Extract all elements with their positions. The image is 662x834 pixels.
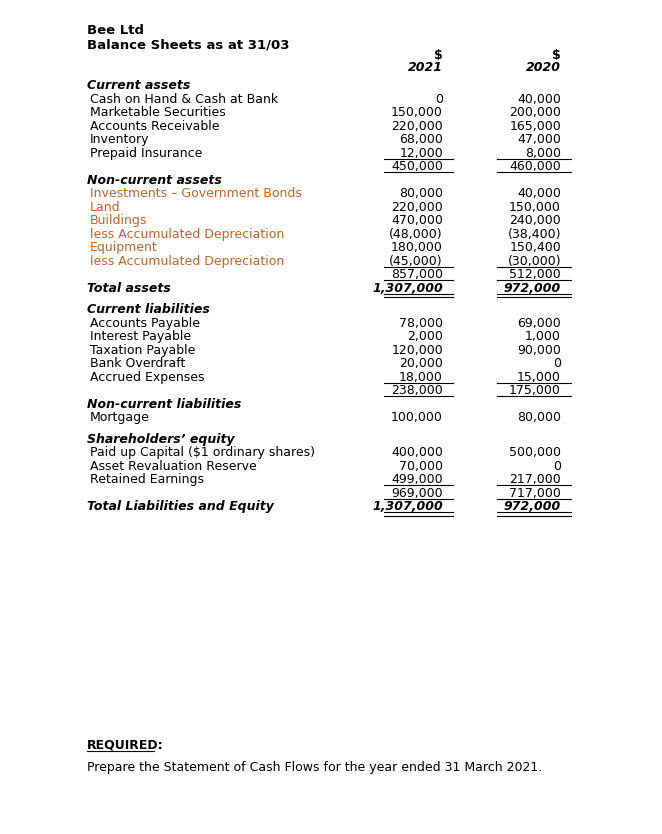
Text: 460,000: 460,000 (509, 160, 561, 173)
Text: Land: Land (89, 200, 120, 214)
Text: Non-current liabilities: Non-current liabilities (87, 398, 241, 410)
Text: 15,000: 15,000 (517, 370, 561, 384)
Text: Buildings: Buildings (89, 214, 147, 227)
Text: 500,000: 500,000 (509, 446, 561, 459)
Text: 220,000: 220,000 (391, 200, 443, 214)
Text: less Accumulated Depreciation: less Accumulated Depreciation (89, 254, 284, 268)
Text: 40,000: 40,000 (517, 93, 561, 105)
Text: Total assets: Total assets (87, 282, 171, 294)
Text: Balance Sheets as at 31/03: Balance Sheets as at 31/03 (87, 38, 289, 51)
Text: 512,000: 512,000 (509, 268, 561, 281)
Text: 969,000: 969,000 (391, 486, 443, 500)
Text: Bee Ltd: Bee Ltd (87, 24, 144, 37)
Text: 450,000: 450,000 (391, 160, 443, 173)
Text: 200,000: 200,000 (509, 106, 561, 119)
Text: Accounts Payable: Accounts Payable (89, 316, 199, 329)
Text: 972,000: 972,000 (504, 282, 561, 294)
Text: (30,000): (30,000) (507, 254, 561, 268)
Text: 80,000: 80,000 (517, 411, 561, 424)
Text: Accrued Expenses: Accrued Expenses (89, 370, 204, 384)
Text: 2020: 2020 (526, 61, 561, 74)
Text: 2021: 2021 (408, 61, 443, 74)
Text: Asset Revaluation Reserve: Asset Revaluation Reserve (89, 460, 256, 473)
Text: Equipment: Equipment (89, 241, 158, 254)
Text: Bank Overdraft: Bank Overdraft (89, 357, 185, 370)
Text: Prepare the Statement of Cash Flows for the year ended 31 March 2021.: Prepare the Statement of Cash Flows for … (87, 761, 542, 774)
Text: 68,000: 68,000 (399, 133, 443, 146)
Text: $: $ (552, 49, 561, 62)
Text: 2,000: 2,000 (407, 330, 443, 343)
Text: 100,000: 100,000 (391, 411, 443, 424)
Text: 470,000: 470,000 (391, 214, 443, 227)
Text: Current liabilities: Current liabilities (87, 303, 209, 316)
Text: 1,307,000: 1,307,000 (372, 282, 443, 294)
Text: 717,000: 717,000 (509, 486, 561, 500)
Text: 0: 0 (553, 460, 561, 473)
Text: 238,000: 238,000 (391, 384, 443, 397)
Text: Current assets: Current assets (87, 79, 190, 92)
Text: 80,000: 80,000 (399, 187, 443, 200)
Text: REQUIRED:: REQUIRED: (87, 739, 164, 752)
Text: Shareholders’ equity: Shareholders’ equity (87, 433, 234, 445)
Text: Non-current assets: Non-current assets (87, 173, 222, 187)
Text: (38,400): (38,400) (508, 228, 561, 240)
Text: 165,000: 165,000 (509, 119, 561, 133)
Text: 47,000: 47,000 (517, 133, 561, 146)
Text: Prepaid Insurance: Prepaid Insurance (89, 147, 202, 159)
Text: Taxation Payable: Taxation Payable (89, 344, 195, 356)
Text: 20,000: 20,000 (399, 357, 443, 370)
Text: 240,000: 240,000 (509, 214, 561, 227)
Text: 0: 0 (553, 357, 561, 370)
Text: 857,000: 857,000 (391, 268, 443, 281)
Text: less Accumulated Depreciation: less Accumulated Depreciation (89, 228, 284, 240)
Text: 400,000: 400,000 (391, 446, 443, 459)
Text: Inventory: Inventory (89, 133, 149, 146)
Text: 120,000: 120,000 (391, 344, 443, 356)
Text: $: $ (434, 49, 443, 62)
Text: 217,000: 217,000 (509, 473, 561, 486)
Text: Accounts Receivable: Accounts Receivable (89, 119, 219, 133)
Text: 220,000: 220,000 (391, 119, 443, 133)
Text: 150,000: 150,000 (509, 200, 561, 214)
Text: Total Liabilities and Equity: Total Liabilities and Equity (87, 500, 273, 513)
Text: Cash on Hand & Cash at Bank: Cash on Hand & Cash at Bank (89, 93, 277, 105)
Text: 499,000: 499,000 (391, 473, 443, 486)
Text: Mortgage: Mortgage (89, 411, 150, 424)
Text: Retained Earnings: Retained Earnings (89, 473, 204, 486)
Text: 1,000: 1,000 (525, 330, 561, 343)
Text: 972,000: 972,000 (504, 500, 561, 513)
Text: 12,000: 12,000 (399, 147, 443, 159)
Text: 0: 0 (435, 93, 443, 105)
Text: 70,000: 70,000 (399, 460, 443, 473)
Text: 40,000: 40,000 (517, 187, 561, 200)
Text: Investments – Government Bonds: Investments – Government Bonds (89, 187, 301, 200)
Text: Interest Payable: Interest Payable (89, 330, 191, 343)
Text: 150,400: 150,400 (509, 241, 561, 254)
Text: Paid up Capital ($1 ordinary shares): Paid up Capital ($1 ordinary shares) (89, 446, 314, 459)
Text: 78,000: 78,000 (399, 316, 443, 329)
Text: 175,000: 175,000 (509, 384, 561, 397)
Text: 180,000: 180,000 (391, 241, 443, 254)
Text: 18,000: 18,000 (399, 370, 443, 384)
Text: (45,000): (45,000) (389, 254, 443, 268)
Text: 90,000: 90,000 (517, 344, 561, 356)
Text: (48,000): (48,000) (389, 228, 443, 240)
Text: 150,000: 150,000 (391, 106, 443, 119)
Text: Marketable Securities: Marketable Securities (89, 106, 225, 119)
Text: 69,000: 69,000 (517, 316, 561, 329)
Text: 1,307,000: 1,307,000 (372, 500, 443, 513)
Text: 8,000: 8,000 (525, 147, 561, 159)
